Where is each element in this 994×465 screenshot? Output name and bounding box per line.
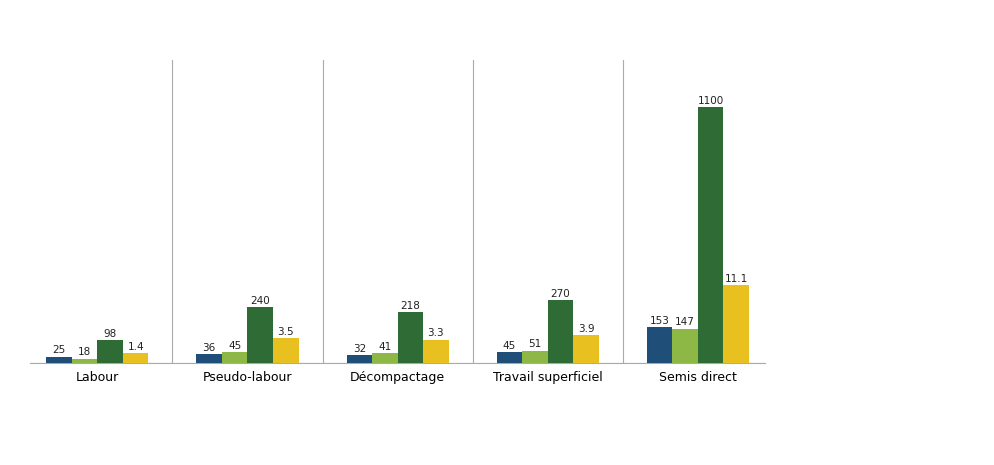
Bar [222,352,248,363]
Bar [47,357,72,363]
Text: 32: 32 [353,344,366,354]
Bar [72,359,97,363]
Text: 45: 45 [228,341,242,351]
Text: 51: 51 [529,339,542,350]
Bar [497,352,522,363]
Text: 41: 41 [378,342,392,352]
Bar [672,328,698,363]
Bar [423,339,448,363]
Bar [574,336,598,363]
Bar [522,351,548,363]
Bar [197,354,222,363]
Text: 25: 25 [53,345,66,356]
Text: 36: 36 [203,343,216,353]
Bar [273,339,298,363]
Text: 11.1: 11.1 [725,274,747,284]
Text: 98: 98 [103,328,116,339]
Text: 270: 270 [551,288,571,299]
Text: 147: 147 [675,317,695,327]
Text: 1.4: 1.4 [127,341,144,352]
Text: 3.9: 3.9 [578,324,594,334]
Text: 240: 240 [250,295,270,306]
Text: 153: 153 [650,316,670,326]
Bar [347,355,372,363]
Bar [647,327,672,363]
Bar [698,107,724,363]
Text: 1100: 1100 [698,95,724,106]
Text: 3.5: 3.5 [277,327,294,337]
Bar [398,312,423,363]
Text: 18: 18 [78,347,91,357]
Bar [248,307,273,363]
Bar [372,353,398,363]
Text: 3.3: 3.3 [427,328,444,339]
Bar [123,353,148,363]
Bar [97,340,123,363]
Bar [548,300,574,363]
Text: 45: 45 [503,341,516,351]
Text: 218: 218 [401,300,420,311]
Bar [724,286,748,363]
